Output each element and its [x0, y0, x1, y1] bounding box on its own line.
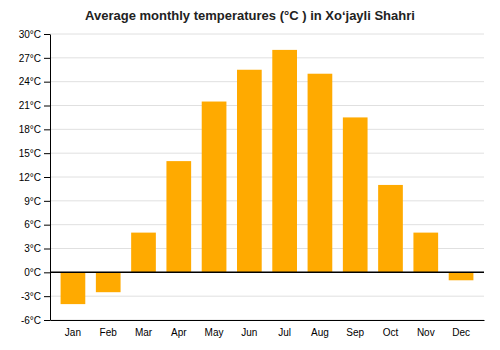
zero-line: [50, 272, 484, 274]
y-tick: 0°C: [24, 267, 50, 278]
chart-svg: -6°C -3°C 0°C 3°C 6°C 9°C 12°C 15°C 18°C 21°C 24°C…: [0, 0, 500, 350]
x-tick: Mar: [135, 327, 153, 338]
y-tick-label: 12°C: [19, 172, 41, 183]
x-tick-label: Jan: [65, 327, 81, 338]
x-tick-label: Dec: [452, 327, 470, 338]
y-tick-mark: [44, 58, 50, 59]
y-tick-label: -6°C: [21, 315, 41, 326]
x-tick-label: Oct: [383, 327, 399, 338]
y-tick-mark: [44, 249, 50, 250]
x-axis-line: [51, 320, 485, 321]
x-tick: May: [205, 327, 224, 338]
x-tick-label: Mar: [135, 327, 153, 338]
grid-line: [50, 81, 484, 82]
y-tick: 27°C: [19, 53, 50, 64]
bars: [50, 50, 484, 304]
chart-container: -6°C -3°C 0°C 3°C 6°C 9°C 12°C 15°C 18°C 21°C 24°C…: [0, 0, 500, 350]
x-tick: Apr: [171, 327, 187, 338]
grid-line: [50, 296, 484, 297]
y-tick: 15°C: [19, 148, 50, 159]
bar: [131, 233, 156, 273]
x-tick: Feb: [100, 327, 118, 338]
grid-line: [50, 272, 484, 273]
y-tick-mark: [44, 320, 50, 321]
y-tick-label: 27°C: [19, 53, 41, 64]
grid: [50, 34, 484, 320]
y-tick-label: 24°C: [19, 76, 41, 87]
x-tick-label: Jun: [241, 327, 257, 338]
grid-line: [50, 320, 484, 321]
y-tick-mark: [44, 153, 50, 154]
y-tick-label: 18°C: [19, 124, 41, 135]
title: Average monthly temperatures (°C ) in Xo…: [85, 8, 415, 23]
y-tick-mark: [44, 129, 50, 130]
bar: [166, 161, 191, 272]
grid-line: [50, 200, 484, 201]
bar: [96, 272, 121, 292]
y-tick: 3°C: [24, 243, 50, 254]
y-tick-label: 30°C: [19, 29, 41, 40]
x-tick-label: Apr: [171, 327, 187, 338]
y-tick: -3°C: [21, 291, 50, 302]
y-tick-label: 21°C: [19, 100, 41, 111]
y-tick-label: 0°C: [24, 267, 41, 278]
x-tick: Jan: [65, 327, 81, 338]
y-tick: 24°C: [19, 76, 50, 87]
y-tick: 18°C: [19, 124, 50, 135]
x-tick: Oct: [383, 327, 399, 338]
bar: [378, 185, 403, 272]
y-tick-mark: [44, 225, 50, 226]
x-tick: Sep: [346, 327, 364, 338]
x-tick-label: Aug: [311, 327, 329, 338]
y-tick-label: 6°C: [24, 219, 41, 230]
grid-line: [50, 224, 484, 225]
x-tick-label: Jul: [278, 327, 291, 338]
y-tick-mark: [44, 106, 50, 107]
y-tick-label: 9°C: [24, 196, 41, 207]
bar: [237, 70, 262, 273]
y-tick: 9°C: [24, 196, 50, 207]
bar: [413, 233, 438, 273]
x-tick-label: May: [205, 327, 224, 338]
y-tick-mark: [44, 296, 50, 297]
bar: [449, 272, 474, 280]
bar: [308, 74, 333, 273]
x-tick: Jun: [241, 327, 257, 338]
bar: [202, 102, 227, 273]
y-tick-mark: [44, 201, 50, 202]
x-tick-label: Feb: [100, 327, 118, 338]
y-tick-mark: [44, 177, 50, 178]
y-axis: -6°C -3°C 0°C 3°C 6°C 9°C 12°C 15°C 18°C 21°C 24°C…: [19, 29, 51, 326]
grid-line: [50, 57, 484, 58]
bar: [343, 117, 368, 272]
grid-line: [50, 153, 484, 154]
x-tick: Jul: [278, 327, 291, 338]
grid-line: [50, 105, 484, 106]
grid-line: [50, 129, 484, 130]
y-tick-label: 3°C: [24, 243, 41, 254]
plot: -6°C -3°C 0°C 3°C 6°C 9°C 12°C 15°C 18°C 21°C 24°C…: [19, 29, 485, 338]
y-tick: -6°C: [21, 315, 50, 326]
y-axis-line: [50, 35, 51, 321]
y-tick-mark: [44, 34, 50, 35]
y-tick-mark: [44, 272, 50, 273]
x-axis: Jan Feb Mar Apr May Jun Jul Aug Sep Oct Nov Dec: [51, 321, 485, 339]
x-tick: Nov: [417, 327, 435, 338]
y-tick: 12°C: [19, 172, 50, 183]
x-tick-label: Sep: [346, 327, 364, 338]
y-tick: 21°C: [19, 100, 50, 111]
y-tick-label: 15°C: [19, 148, 41, 159]
grid-line: [50, 177, 484, 178]
grid-line: [50, 34, 484, 35]
y-tick: 6°C: [24, 219, 50, 230]
y-tick-mark: [44, 82, 50, 83]
x-tick-label: Nov: [417, 327, 435, 338]
bar: [61, 272, 86, 304]
y-tick: 30°C: [19, 29, 50, 40]
y-tick-label: -3°C: [21, 291, 41, 302]
bar: [272, 50, 297, 272]
x-tick: Aug: [311, 327, 329, 338]
x-tick: Dec: [452, 327, 470, 338]
